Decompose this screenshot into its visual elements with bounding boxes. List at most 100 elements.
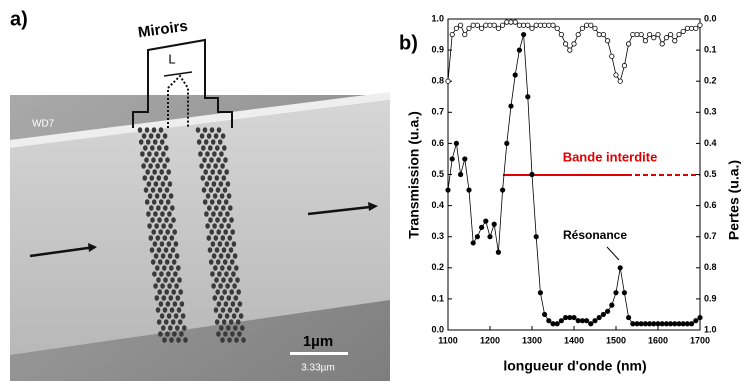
data-point [634, 321, 640, 327]
hole [169, 307, 175, 313]
hole [224, 241, 230, 247]
y2-tick-label: 1.0 [704, 324, 717, 334]
data-point [558, 318, 564, 324]
hole [163, 319, 169, 325]
hole [199, 163, 204, 169]
hole [144, 157, 149, 163]
hole [177, 319, 183, 325]
hole [163, 247, 169, 253]
scale-label: 1µm [303, 333, 333, 350]
hole [226, 295, 232, 301]
hole [209, 199, 215, 205]
data-point [663, 35, 669, 41]
x-tick-label: 1200 [480, 335, 500, 345]
hole [147, 151, 152, 157]
hole [148, 133, 154, 139]
data-point [567, 314, 573, 321]
hole [173, 271, 178, 277]
data-point [466, 187, 472, 193]
hole [162, 133, 168, 139]
hole [157, 259, 163, 265]
data-point [500, 22, 506, 28]
sem-panel: a) Miroirs L WD7 1µm 3.33µm [10, 8, 390, 381]
hole [200, 175, 206, 181]
hole [172, 301, 178, 307]
hole [171, 217, 176, 223]
data-point [638, 321, 644, 327]
hole [162, 265, 167, 271]
hole [223, 331, 228, 337]
data-point [621, 63, 627, 69]
photonic-holes [137, 127, 246, 343]
hole [148, 163, 153, 169]
data-point [550, 321, 556, 327]
y2-tick-label: 0.5 [704, 169, 717, 179]
hole [222, 259, 228, 265]
hole [156, 247, 162, 253]
hole [228, 277, 233, 283]
hole [159, 241, 165, 247]
hole [160, 181, 166, 187]
hole [150, 145, 155, 151]
hole [150, 217, 155, 223]
hole [158, 229, 163, 235]
hole [164, 217, 169, 223]
hole [216, 157, 221, 163]
hole [208, 145, 213, 151]
hole [219, 223, 224, 229]
hole [153, 181, 159, 187]
hole [168, 193, 174, 199]
hole [204, 181, 210, 187]
hole [208, 217, 213, 223]
hole [221, 175, 227, 181]
data-point [672, 321, 678, 327]
data-point [596, 31, 602, 38]
hole [224, 313, 230, 319]
hole [176, 265, 181, 271]
scale-small: 3.33µm [301, 363, 335, 374]
hole [225, 283, 230, 289]
hole [232, 283, 237, 289]
hole [202, 127, 208, 133]
hole [158, 301, 164, 307]
hole [207, 247, 213, 253]
hole [208, 187, 214, 193]
hole [220, 265, 225, 271]
hole [210, 169, 215, 175]
hole [210, 271, 215, 277]
data-point [571, 41, 577, 47]
hole [210, 241, 216, 247]
hole [209, 229, 214, 235]
y-axis-label: Transmission (u.a.) [406, 111, 422, 239]
data-point [453, 140, 460, 146]
y-tick-label: 0.5 [431, 169, 444, 179]
y2-tick-label: 0.7 [704, 231, 717, 241]
data-point [508, 19, 514, 25]
hole [137, 127, 143, 133]
hole [152, 271, 157, 277]
y-tick-label: 0.6 [431, 138, 444, 148]
hole [151, 229, 156, 235]
hole [213, 265, 218, 271]
hole [229, 259, 235, 265]
hole [227, 235, 233, 241]
data-point [592, 318, 598, 324]
hole [155, 265, 160, 271]
hole [170, 247, 176, 253]
data-point [504, 140, 510, 146]
data-point [676, 31, 682, 38]
data-point [584, 22, 590, 28]
x-tick-label: 1100 [438, 335, 458, 345]
hole [215, 259, 221, 265]
hole [151, 157, 156, 163]
data-point [617, 265, 623, 271]
hole [234, 307, 240, 313]
data-point [474, 22, 481, 28]
hole [224, 271, 229, 277]
hole [213, 235, 219, 241]
data-point [554, 25, 560, 31]
data-point [600, 31, 606, 38]
hole [158, 127, 164, 133]
data-point [495, 25, 502, 31]
y2-tick-label: 0.6 [704, 200, 717, 210]
